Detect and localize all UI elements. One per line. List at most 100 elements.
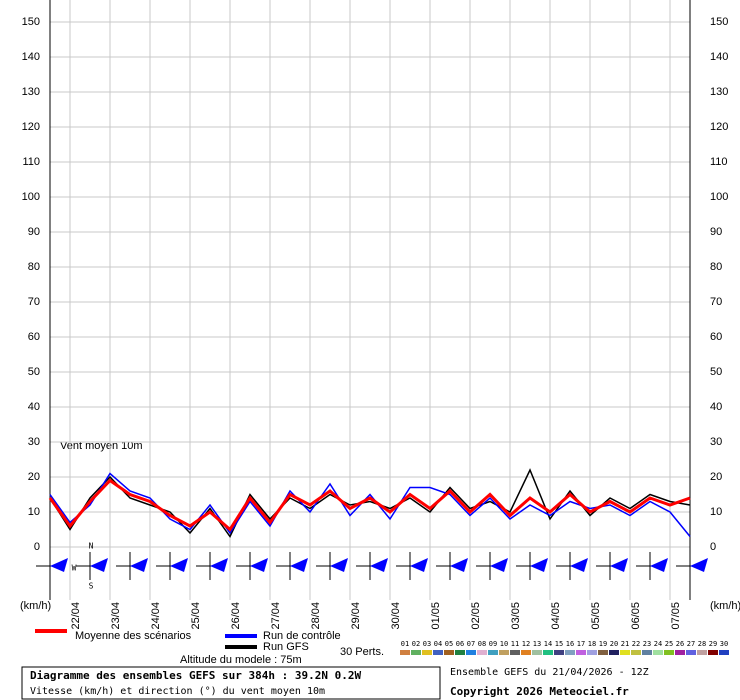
legend-label: Run GFS xyxy=(263,641,309,653)
compass-n: N xyxy=(89,542,94,551)
perturbation-label: 16 xyxy=(566,640,574,648)
perturbation-swatch xyxy=(510,650,520,655)
perturbation-swatch xyxy=(422,650,432,655)
compass-s: S xyxy=(89,582,94,591)
wind-rose xyxy=(410,558,428,572)
x-tick-label: 03/05 xyxy=(510,602,522,630)
annotation: Vent moyen 10m xyxy=(60,440,143,452)
perturbation-label: 29 xyxy=(709,640,717,648)
wind-rose xyxy=(290,558,308,572)
perturbation-swatch xyxy=(664,650,674,655)
x-tick-label: 06/05 xyxy=(630,602,642,630)
perturbation-swatch xyxy=(488,650,498,655)
x-tick-label: 02/05 xyxy=(470,602,482,630)
perturbation-label: 03 xyxy=(423,640,431,648)
y-tick-label-right: 80 xyxy=(710,261,722,273)
x-tick-label: 07/05 xyxy=(670,602,682,630)
perturbation-swatch xyxy=(433,650,443,655)
x-tick-label: 04/05 xyxy=(550,602,562,630)
perturbation-swatch xyxy=(631,650,641,655)
perturbation-swatch xyxy=(576,650,586,655)
altitude: Altitude du modele : 75m xyxy=(180,654,302,666)
x-tick-label: 01/05 xyxy=(430,602,442,630)
y-tick-label-right: 10 xyxy=(710,506,722,518)
perturbation-label: 18 xyxy=(588,640,596,648)
perturbation-swatch xyxy=(675,650,685,655)
perturbation-label: 28 xyxy=(698,640,706,648)
perturbation-label: 15 xyxy=(555,640,563,648)
y-tick-label: 70 xyxy=(28,296,40,308)
y-tick-label-right: 110 xyxy=(710,156,728,168)
footer-title: Diagramme des ensembles GEFS sur 384h : … xyxy=(30,669,362,682)
y-tick-label-right: 90 xyxy=(710,226,722,238)
perturbation-swatch xyxy=(653,650,663,655)
perturbation-label: 04 xyxy=(434,640,442,648)
wind-rose xyxy=(530,558,548,572)
x-tick-label: 24/04 xyxy=(150,602,162,630)
footer-subtitle: Vitesse (km/h) et direction (°) du vent … xyxy=(30,686,325,697)
perturbations-label: 30 Perts. xyxy=(340,646,384,658)
perturbation-swatch xyxy=(587,650,597,655)
perturbation-label: 25 xyxy=(665,640,673,648)
perturbation-swatch xyxy=(400,650,410,655)
y-unit-right: (km/h) xyxy=(710,600,740,612)
perturbation-label: 01 xyxy=(401,640,409,648)
perturbation-swatch xyxy=(444,650,454,655)
perturbation-swatch xyxy=(554,650,564,655)
perturbation-swatch xyxy=(598,650,608,655)
perturbation-label: 24 xyxy=(654,640,662,648)
y-tick-label: 20 xyxy=(28,471,40,483)
legend-label: Run de contrôle xyxy=(263,630,341,642)
compass-w: W xyxy=(72,564,77,573)
footer-box xyxy=(21,666,441,700)
wind-rose xyxy=(210,558,228,572)
legend-label: Moyenne des scénarios xyxy=(75,630,192,642)
plot-area xyxy=(50,0,690,600)
x-tick-label: 28/04 xyxy=(310,602,322,630)
y-tick-label: 90 xyxy=(28,226,40,238)
perturbation-swatch xyxy=(477,650,487,655)
perturbation-swatch xyxy=(719,650,729,655)
wind-rose xyxy=(130,558,148,572)
y-tick-label: 10 xyxy=(28,506,40,518)
y-tick-label-right: 30 xyxy=(710,436,722,448)
x-tick-label: 25/04 xyxy=(190,602,202,630)
perturbation-swatch xyxy=(708,650,718,655)
perturbation-label: 06 xyxy=(456,640,464,648)
x-tick-label: 29/04 xyxy=(350,602,362,630)
y-tick-label: 150 xyxy=(22,16,40,28)
wind-rose xyxy=(370,558,388,572)
y-tick-label: 110 xyxy=(22,156,40,168)
y-tick-label: 120 xyxy=(22,121,40,133)
run-info: Ensemble GEFS du 21/04/2026 - 12Z xyxy=(450,667,649,678)
wind-rose xyxy=(690,558,708,572)
y-tick-label-right: 150 xyxy=(710,16,728,28)
y-tick-label-right: 130 xyxy=(710,86,728,98)
y-tick-label-right: 60 xyxy=(710,331,722,343)
wind-rose xyxy=(570,558,588,572)
wind-rose xyxy=(330,558,348,572)
perturbation-label: 19 xyxy=(599,640,607,648)
perturbation-label: 02 xyxy=(412,640,420,648)
perturbation-label: 12 xyxy=(522,640,530,648)
x-tick-label: 05/05 xyxy=(590,602,602,630)
x-tick-label: 23/04 xyxy=(110,602,122,630)
y-tick-label: 50 xyxy=(28,366,40,378)
wind-rose xyxy=(170,558,188,572)
y-tick-label: 60 xyxy=(28,331,40,343)
perturbation-swatch xyxy=(686,650,696,655)
y-tick-label: 0 xyxy=(34,541,40,553)
y-tick-label-right: 120 xyxy=(710,121,728,133)
perturbation-swatch xyxy=(543,650,553,655)
perturbation-label: 05 xyxy=(445,640,453,648)
series-line xyxy=(48,478,691,532)
perturbation-swatch xyxy=(455,650,465,655)
y-tick-label: 30 xyxy=(28,436,40,448)
y-tick-label-right: 70 xyxy=(710,296,722,308)
wind-rose xyxy=(50,558,68,572)
perturbation-swatch xyxy=(697,650,707,655)
x-tick-label: 27/04 xyxy=(270,602,282,630)
perturbation-label: 11 xyxy=(511,640,519,648)
x-tick-label: 30/04 xyxy=(390,602,402,630)
